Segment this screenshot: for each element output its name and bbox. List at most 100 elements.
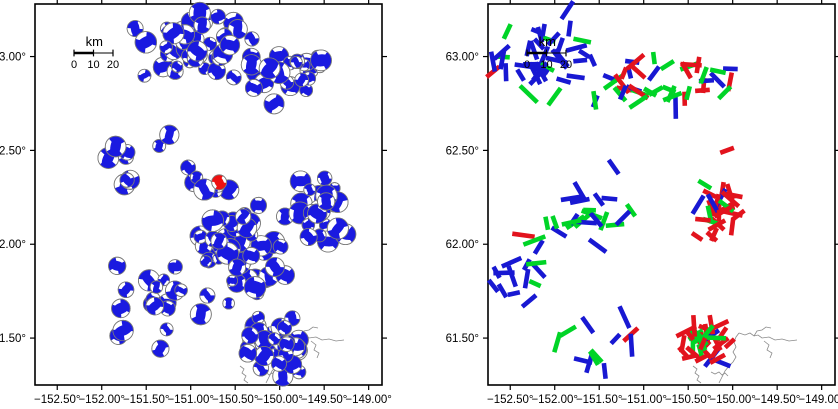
beachball-lobe (236, 211, 250, 223)
beachball-lobe (172, 62, 182, 72)
stress-axis-bar (491, 265, 502, 279)
stress-axis-bar (709, 227, 719, 242)
beachball-lobe (321, 192, 331, 210)
stress-axis-bar (573, 57, 588, 64)
focal-mechanism-beachball (317, 192, 336, 211)
stress-axis-bar (681, 353, 698, 361)
stress-axis-bar (642, 86, 658, 98)
stress-axis-bar (685, 345, 703, 361)
focal-mechanism-beachball (134, 31, 158, 54)
beachball-lobe (265, 96, 283, 111)
stress-axis-bar (566, 20, 573, 37)
beachball-lobe (268, 258, 282, 276)
beachball-lobe (164, 125, 175, 145)
coastline-path (239, 365, 249, 384)
focal-mechanism-beachball (272, 238, 289, 255)
beachball-lobe (269, 334, 280, 344)
stress-axis-bar (573, 36, 592, 45)
beachball-quadrant (285, 352, 294, 363)
stress-axis-bar (546, 31, 561, 47)
beachball-quadrant (151, 348, 169, 358)
stress-axis-bar (647, 65, 661, 82)
stress-axis-bar (550, 215, 560, 230)
stress-axis-bar (511, 231, 535, 240)
beachball-lobe (250, 200, 267, 211)
stress-axis-bar (628, 63, 647, 80)
beachball-lobe (210, 12, 226, 22)
axis-frame: −152.50°−152.00°−151.50°−151.00°−150.50°… (0, 0, 392, 406)
beachball-layer (97, 1, 357, 387)
focal-mechanism-beachball (226, 274, 239, 287)
beachball-lobe (197, 180, 211, 200)
stress-axis-bar (540, 23, 547, 37)
beachball-lobe (154, 341, 167, 357)
stress-axis-bar (587, 237, 608, 254)
focal-mechanism-beachball (112, 319, 134, 342)
stress-axis-bar (488, 51, 498, 72)
focal-mechanism-beachball (294, 72, 309, 88)
focal-mechanism-beachball (137, 68, 152, 83)
stress-axis-bar (486, 278, 500, 294)
focal-mechanism-beachball (267, 332, 281, 346)
stress-axis-bar (690, 231, 704, 242)
stress-axis-bar (528, 278, 542, 289)
beachball-lobe (202, 289, 213, 303)
beachball-lobe (242, 328, 258, 343)
beachball-lobe (197, 17, 207, 34)
stress-axis-bar (614, 209, 632, 227)
scale-bar: km 0 10 20 (524, 34, 572, 71)
stress-axis-bar (532, 239, 545, 255)
stress-axis-bar (543, 216, 551, 231)
stress-axis-bar (528, 40, 540, 61)
focal-mechanism-beachball (210, 232, 228, 250)
focal-mechanism-beachball (108, 256, 127, 275)
beachball-lobe (244, 280, 266, 294)
focal-mechanism-beachball (193, 229, 208, 244)
beachball-quadrant (151, 340, 169, 349)
focal-mechanism-beachball (201, 209, 224, 232)
beachball-lobe (113, 324, 133, 337)
beachball-lobe (302, 219, 314, 231)
stress-axis-bar (518, 84, 539, 105)
beachball-lobe (121, 173, 133, 187)
beachball-lobe (280, 338, 294, 350)
beachball-lobe (152, 281, 160, 293)
beachball-lobe (220, 182, 238, 198)
stress-axis-bar (709, 352, 727, 365)
stress-axis-bar (694, 352, 711, 364)
stress-axis-bar (728, 217, 736, 236)
x-tick-label: −151.50° (576, 394, 623, 406)
stress-axis-bar (566, 73, 585, 81)
y-tick-label: 62.50° (446, 145, 479, 157)
stress-axis-bar (679, 334, 687, 353)
stress-axis-bar (501, 23, 513, 40)
focal-mechanism-beachball (111, 298, 131, 319)
coastline-path (753, 326, 772, 337)
stress-axis-bar (496, 282, 509, 299)
beachball-quadrant (174, 283, 182, 297)
focal-mechanism-beachball (225, 69, 242, 86)
stress-axis-bar (601, 362, 608, 380)
beachball-lobe (209, 62, 224, 79)
focal-mechanism-beachball (240, 54, 262, 76)
coastline-path (310, 340, 320, 359)
stress-axis-bar (592, 192, 606, 207)
focal-mechanism-beachball (126, 20, 144, 38)
stress-axis-map-svg: −152.50°−152.00°−151.50°−151.00°−150.50°… (446, 0, 838, 406)
beachball-lobe (112, 302, 130, 315)
stress-axis-bar (588, 211, 604, 228)
beachball-lobe (306, 184, 314, 196)
stress-axis-bar (698, 337, 708, 351)
beachball-lobe (138, 72, 151, 80)
scale-bar-unit-label: km (86, 34, 103, 49)
stress-axis-bar (697, 178, 713, 191)
focal-mechanism-beachball (216, 242, 239, 265)
beachball-lobe (160, 302, 175, 315)
stress-axis-bar (580, 315, 596, 335)
stress-axis-bar (554, 37, 565, 55)
y-tick-label: 62.50° (0, 145, 26, 157)
beachball-quadrant (278, 347, 286, 358)
x-tick-label: −149.00° (345, 394, 392, 406)
stress-axis-bar (587, 53, 598, 68)
beachball-lobe (203, 39, 217, 49)
